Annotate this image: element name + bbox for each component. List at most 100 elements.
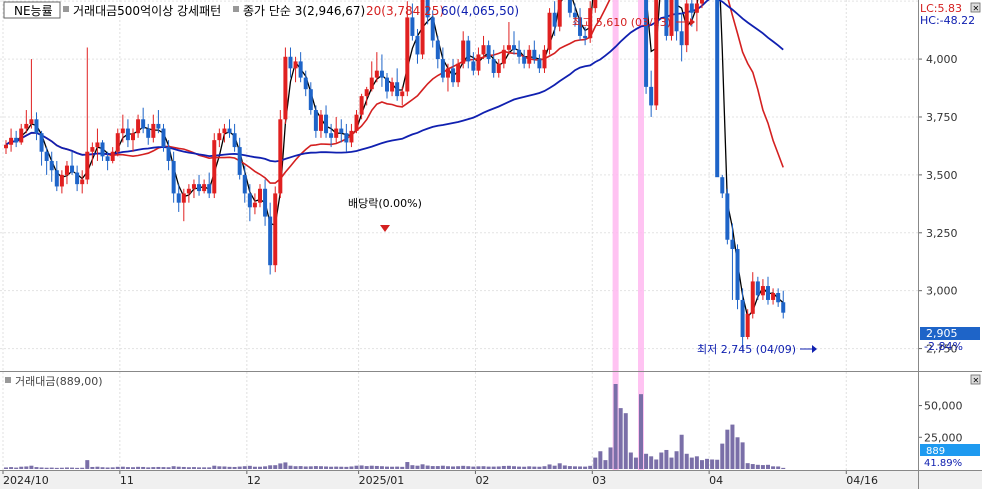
volume-bar [567, 466, 572, 469]
candle [649, 70, 654, 117]
candle-body [24, 123, 29, 129]
volume-bar [197, 467, 202, 469]
volume-bar [44, 467, 49, 469]
candle [125, 119, 130, 148]
candle [588, 1, 593, 43]
candle-body [405, 17, 410, 92]
price-panel-close-button[interactable] [970, 2, 981, 13]
candle-body [720, 177, 725, 194]
candle-body [125, 128, 130, 141]
candle [481, 35, 486, 60]
candle-body [750, 281, 755, 314]
volume-bar [679, 434, 684, 469]
volume-bar [298, 466, 303, 469]
volume-bar [649, 456, 654, 469]
candle-body [247, 193, 252, 208]
candle-body [349, 130, 354, 143]
candle-body [364, 89, 369, 97]
candle [771, 288, 776, 305]
candle-body [435, 40, 440, 60]
highlight-bands [612, 0, 644, 470]
candle-body [258, 188, 262, 203]
candle [583, 26, 588, 46]
volume-panel[interactable] [0, 372, 918, 470]
candle-body [593, 0, 598, 9]
volume-bar [735, 437, 740, 469]
ma3-label: 종가 단순 3(2,946,67) [243, 4, 365, 18]
candle [567, 0, 572, 18]
volume-bar [618, 408, 623, 469]
candle-body [151, 123, 156, 138]
stock-name-box[interactable] [3, 1, 61, 19]
volume-title: 거래대금(889,00) [15, 375, 103, 388]
candle [334, 116, 339, 143]
volume-bar [4, 467, 8, 469]
candle [344, 123, 349, 152]
volume-bar [588, 465, 593, 469]
volume-bar [202, 467, 207, 469]
volume-panel-close-button[interactable] [970, 374, 981, 385]
candle-body [735, 248, 740, 300]
volume-bar [70, 467, 75, 469]
volume-bar [644, 453, 649, 469]
volume-bar [654, 459, 659, 469]
volume-bar [430, 466, 435, 469]
candle [156, 110, 161, 134]
volume-bar [603, 460, 608, 469]
candle [303, 70, 308, 97]
candle-body [512, 45, 516, 50]
candle-body [344, 133, 349, 143]
candle-body [674, 0, 679, 32]
volume-bar [400, 466, 405, 469]
candle-body [283, 56, 288, 120]
candle-body [64, 165, 69, 175]
candle-body [75, 172, 80, 185]
candle-body [59, 174, 64, 187]
candle-body [517, 49, 522, 57]
candle-body [532, 49, 537, 60]
volume-bar [730, 424, 735, 469]
candle-body [557, 0, 562, 27]
candle [420, 0, 425, 60]
price-panel[interactable] [0, 0, 918, 371]
date-tick-label: 02 [475, 474, 489, 487]
candle [512, 31, 516, 55]
volume-bar [725, 429, 730, 469]
volume-bar [689, 457, 694, 469]
candle-body [105, 156, 110, 161]
volume-bar [512, 466, 516, 469]
candle-body [588, 8, 593, 39]
highlight-band [638, 0, 644, 470]
volume-bar [59, 467, 64, 469]
candle-body [120, 128, 125, 134]
candle [684, 0, 689, 53]
candle [674, 0, 679, 41]
candle [750, 272, 755, 319]
volume-bar [461, 465, 466, 469]
dividend-arrow-icon [380, 225, 390, 232]
volume-bar [684, 453, 689, 469]
candle-body [481, 45, 486, 55]
price-tick-label: 3,250 [926, 227, 958, 240]
volume-bar [771, 466, 776, 469]
candle [136, 114, 141, 138]
candle-body [115, 133, 120, 152]
candle [593, 0, 598, 13]
volume-bar [324, 466, 329, 469]
candle-body [141, 119, 146, 129]
candle [59, 170, 64, 194]
candle-body [212, 140, 217, 194]
candle [85, 47, 90, 185]
candle-body [649, 86, 654, 106]
volume-bar [334, 466, 339, 469]
volume-bar [755, 464, 760, 469]
volume-panel-close-icon: ✕ [973, 376, 980, 385]
candle [100, 140, 105, 161]
candle-body [95, 142, 100, 148]
candle-body [359, 96, 364, 115]
candle [288, 47, 293, 78]
annotations: 최고 5,610 (03/13) 최저 2,745 (04/09) 배당락(0.… [348, 16, 817, 356]
candle-body [237, 147, 242, 175]
candle [19, 123, 24, 145]
